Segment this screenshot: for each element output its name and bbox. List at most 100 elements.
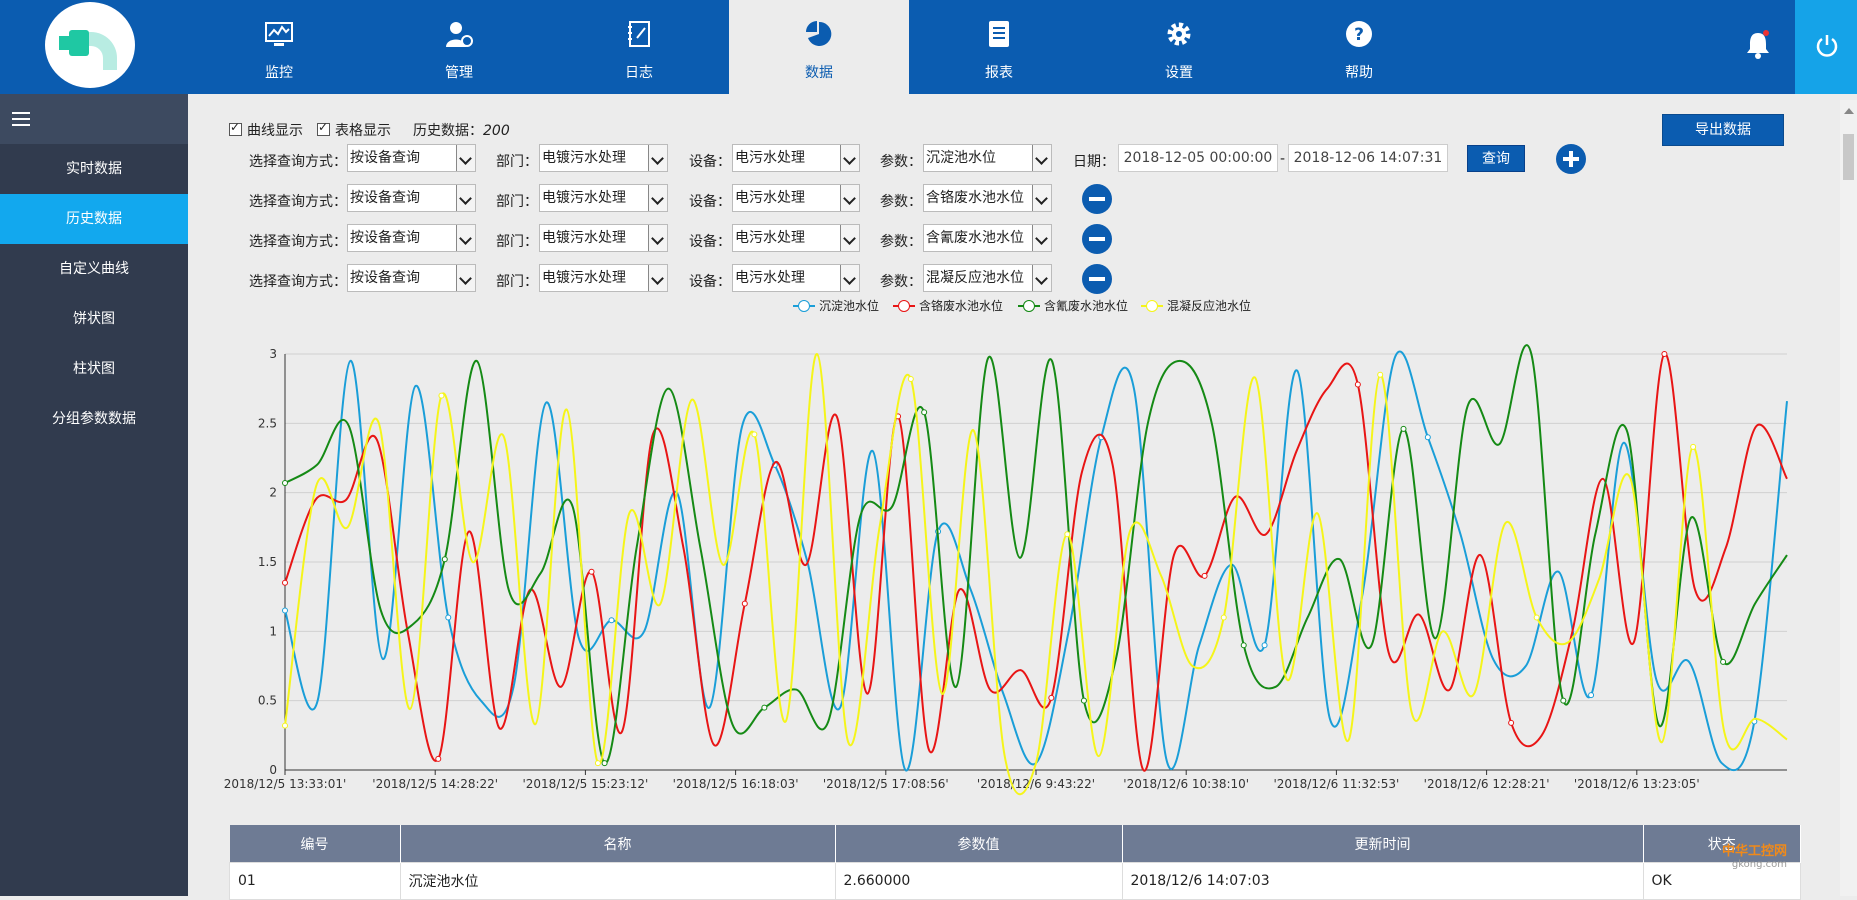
chevron-down-icon (840, 185, 859, 211)
table-display-checkbox[interactable]: 表格显示 (317, 120, 391, 140)
vertical-scrollbar[interactable] (1840, 100, 1857, 896)
scroll-up-arrow-icon[interactable] (1844, 108, 1854, 114)
device-select[interactable]: 电污水处理 (732, 184, 860, 212)
remove-row-button[interactable] (1082, 184, 1112, 214)
param-select[interactable]: 沉淀池水位 (923, 144, 1052, 172)
method-select[interactable]: 按设备查询 (347, 264, 476, 292)
method-select[interactable]: 按设备查询 (347, 224, 476, 252)
legend-swatch-icon (893, 300, 915, 312)
nav-item-log[interactable]: 日志 (549, 0, 729, 94)
param-label: 参数： (880, 154, 922, 170)
device-select[interactable]: 电污水处理 (732, 264, 860, 292)
sidebar-item-history[interactable]: 历史数据 (0, 194, 188, 244)
power-button[interactable] (1795, 0, 1857, 94)
dept-select[interactable]: 电镀污水处理 (539, 184, 668, 212)
sidebar-item-group-param[interactable]: 分组参数数据 (52, 411, 136, 427)
chevron-down-icon (456, 265, 475, 291)
chevron-down-icon (648, 185, 667, 211)
date-to-input[interactable]: 2018-12-06 14:07:31 (1288, 144, 1448, 172)
cell-value: 2.660000 (834, 862, 1123, 900)
sidebar-item-realtime[interactable]: 实时数据 (66, 161, 122, 177)
chevron-down-icon (456, 225, 475, 251)
minus-icon (1089, 237, 1105, 241)
help-icon: ? (1346, 21, 1372, 47)
remove-row-button[interactable] (1082, 224, 1112, 254)
series-point (1220, 614, 1227, 621)
col-header-time: 更新时间 (1122, 825, 1644, 863)
hamburger-icon-bar (12, 124, 30, 126)
dept-label: 部门： (496, 154, 538, 170)
x-tick-label: '2018/12/5 17:08:56' (823, 777, 949, 791)
history-line-chart: 0 0.5 1 1.5 2 2.5 3 2018/12/5 13:33:01' '2018/12… (224, 344, 1788, 796)
series-point (1354, 381, 1361, 388)
dept-select[interactable]: 电镀污水处理 (539, 224, 668, 252)
series-point (1048, 694, 1055, 701)
series-point (441, 556, 448, 563)
bell-icon[interactable] (1744, 30, 1772, 60)
sidebar-item-pie-chart[interactable]: 饼状图 (73, 311, 115, 327)
pie-chart-icon (806, 21, 832, 46)
device-select[interactable]: 电污水处理 (732, 144, 860, 172)
checkbox-box[interactable] (317, 120, 330, 136)
date-from-input[interactable]: 2018-12-05 00:00:00 (1118, 144, 1278, 172)
series-point (1690, 443, 1697, 450)
param-select[interactable]: 含氰废水池水位 (923, 224, 1052, 252)
history-count-label: 历史数据： (413, 123, 483, 139)
dept-select[interactable]: 电镀污水处理 (539, 264, 668, 292)
menu-toggle-button[interactable] (0, 94, 188, 144)
nav-item-monitor[interactable]: 监控 (189, 0, 369, 94)
watermark-domain: gkong.com (1731, 859, 1788, 870)
device-select-value: 电污水处理 (735, 230, 805, 246)
legend-item[interactable]: 混凝反应池水位 (1141, 297, 1251, 314)
hamburger-icon (12, 112, 30, 114)
nav-item-manage[interactable]: 管理 (369, 0, 549, 94)
series-point (435, 755, 442, 762)
nav-label: 帮助 (1345, 65, 1373, 81)
watermark: 中华工控网 gkong.com (1722, 840, 1787, 870)
dept-select-value: 电镀污水处理 (542, 270, 626, 286)
sidebar-item-custom-curve[interactable]: 自定义曲线 (59, 261, 129, 277)
query-button[interactable]: 查询 (1467, 145, 1525, 172)
remove-row-button[interactable] (1082, 264, 1112, 294)
x-tick-label: '2018/12/6 12:28:21' (1424, 777, 1550, 791)
dept-select[interactable]: 电镀污水处理 (539, 144, 668, 172)
chevron-down-icon (1032, 225, 1051, 251)
power-icon (1816, 35, 1838, 57)
device-label: 设备： (689, 274, 731, 290)
param-select[interactable]: 混凝反应池水位 (923, 264, 1052, 292)
param-select-value: 含铬废水池水位 (926, 190, 1024, 206)
legend-label: 混凝反应池水位 (1167, 299, 1252, 313)
legend-item[interactable]: 含氰废水池水位 (1018, 297, 1128, 314)
param-select-value: 沉淀池水位 (926, 150, 996, 166)
param-select[interactable]: 含铬废水池水位 (923, 184, 1052, 212)
nav-item-report[interactable]: 报表 (909, 0, 1089, 94)
series-line (284, 352, 1788, 796)
dept-select-value: 电镀污水处理 (542, 150, 626, 166)
method-select[interactable]: 按设备查询 (347, 144, 476, 172)
x-tick-label: '2018/12/5 15:23:12' (522, 777, 648, 791)
checkbox-box[interactable] (229, 120, 242, 136)
nav-item-settings[interactable]: 设置 (1089, 0, 1269, 94)
device-select[interactable]: 电污水处理 (732, 224, 860, 252)
method-select[interactable]: 按设备查询 (347, 184, 476, 212)
export-data-button[interactable]: 导出数据 (1662, 114, 1784, 146)
history-data-table: 编号 名称 参数值 更新时间 状态 01 沉淀池水位 2.660000 2018… (229, 825, 1801, 900)
legend-item[interactable]: 沉淀池水位 (793, 297, 879, 314)
legend-item[interactable]: 含铬废水池水位 (893, 297, 1003, 314)
nav-label: 日志 (625, 65, 653, 81)
nav-item-data[interactable]: 数据 (729, 0, 909, 94)
scrollbar-thumb[interactable] (1843, 134, 1854, 180)
add-row-button[interactable] (1556, 144, 1586, 174)
series-point (1720, 658, 1727, 665)
curve-display-checkbox[interactable]: 曲线显示 (229, 120, 303, 140)
legend-swatch-icon (793, 300, 815, 312)
series-point (608, 617, 615, 624)
sidebar-item-bar-chart[interactable]: 柱状图 (73, 361, 115, 377)
series-point (282, 579, 288, 586)
legend-swatch-icon (1018, 300, 1040, 312)
series-point (751, 431, 758, 438)
nav-item-help[interactable]: ? 帮助 (1269, 0, 1449, 94)
minus-icon (1089, 197, 1105, 201)
date-label: 日期： (1073, 154, 1115, 170)
legend-label: 含氰废水池水位 (1044, 299, 1129, 313)
